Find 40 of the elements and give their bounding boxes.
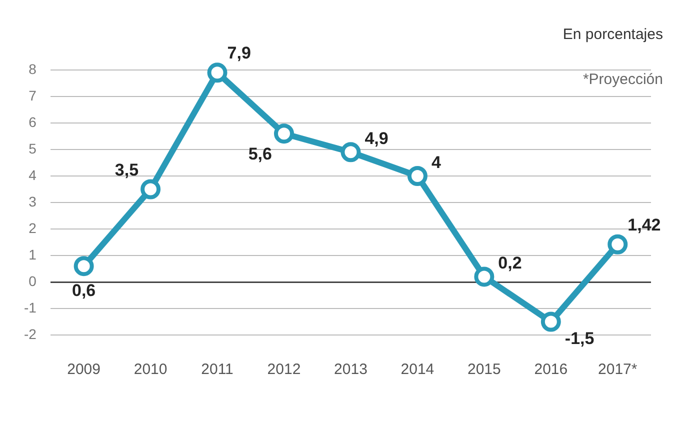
y-tick-label: -1	[24, 299, 37, 316]
x-tick-label: 2009	[67, 361, 100, 378]
point	[540, 312, 561, 332]
y-tick-label: 3	[28, 193, 37, 210]
x-tick-label: 2013	[334, 361, 368, 378]
data-label: -1,5	[564, 328, 594, 348]
x-tick-label: 2014	[400, 361, 434, 378]
x-tick-label: 2016	[534, 361, 568, 378]
y-tick-label: 0	[28, 272, 37, 289]
y-tick-label: 2	[28, 220, 37, 236]
point	[274, 124, 294, 144]
y-tick-label: -2	[24, 326, 37, 342]
point	[474, 266, 494, 287]
data-label: 0,2	[498, 254, 522, 273]
data-label: 5,6	[248, 144, 272, 164]
y-tick-label: 6	[28, 114, 37, 130]
point	[74, 256, 94, 276]
data-label: 4,9	[364, 129, 388, 148]
x-tick-label: 2017*	[598, 361, 638, 378]
y-tick-label: 8	[28, 60, 37, 77]
x-tick-label: 2011	[201, 361, 234, 378]
y-tick-label: 1	[28, 246, 37, 262]
annotation: *Proyección	[582, 71, 663, 88]
data-label: 7,9	[227, 44, 251, 63]
point	[140, 179, 161, 200]
point	[207, 62, 228, 83]
point	[608, 234, 628, 254]
x-tick-label: 2015	[467, 361, 501, 378]
data-label: 0,6	[72, 281, 96, 300]
text: En porcentajes	[562, 26, 663, 43]
y-tick-label: 7	[28, 87, 37, 104]
data-label: 1,42	[628, 215, 661, 234]
point	[340, 142, 361, 162]
x-tick-label: 2010	[134, 361, 168, 378]
y-tick-label: 5	[28, 140, 37, 156]
point	[407, 166, 428, 186]
data-label: 4	[431, 153, 442, 172]
y-tick-label: 4	[28, 166, 37, 183]
data-label: 3,5	[114, 160, 139, 180]
x-tick-label: 2012	[267, 361, 301, 378]
